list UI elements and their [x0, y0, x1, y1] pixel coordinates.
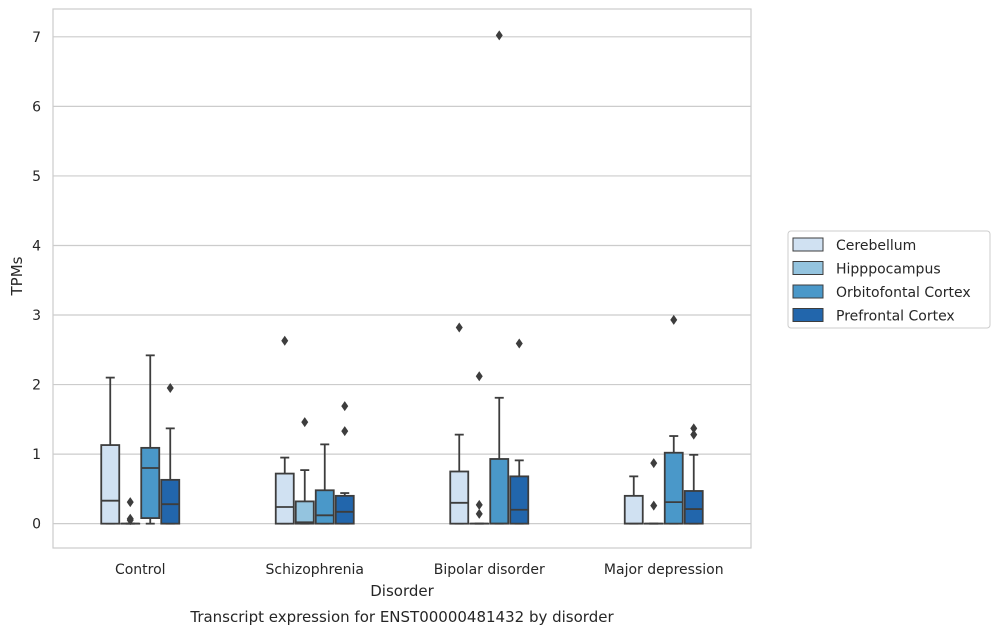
box-body — [274, 472, 295, 525]
plot-frame — [52, 8, 752, 549]
legend-swatch — [792, 237, 824, 252]
box-orbitofontal-cortex — [140, 354, 161, 525]
legend-label: Orbitofontal Cortex — [836, 285, 971, 301]
legend-swatch — [792, 261, 824, 275]
legend-frame — [787, 230, 991, 329]
box-cerebellum — [274, 335, 295, 525]
legend-label: Prefrontal Cortex — [836, 309, 955, 325]
box-body — [489, 458, 510, 525]
box-body — [314, 489, 335, 525]
box-body — [140, 446, 161, 519]
outlier-point — [650, 458, 658, 469]
outlier-point — [341, 401, 349, 412]
box-cerebellum — [449, 322, 470, 525]
outlier-point — [126, 497, 134, 508]
outlier-point — [166, 383, 174, 394]
box-body — [100, 444, 121, 525]
box-hipppocampus — [469, 371, 490, 525]
x-tick-label: Major depression — [604, 562, 724, 578]
outlier-point — [690, 429, 698, 440]
box-body — [663, 451, 684, 525]
outlier-point — [690, 423, 698, 434]
outlier-point — [126, 513, 134, 524]
outlier-point — [281, 335, 289, 346]
y-tick-labels: 0 1 2 3 4 5 6 7 — [32, 30, 41, 533]
outlier-point — [495, 30, 503, 41]
y-axis-label: TPMs — [8, 256, 26, 296]
box-hipppocampus — [643, 458, 664, 525]
outlier-point — [650, 500, 658, 511]
y-tick-label: 6 — [32, 99, 41, 115]
y-tick-label: 5 — [32, 169, 41, 185]
x-tick-label: Control — [115, 562, 166, 578]
box-prefrontal-cortex — [509, 338, 530, 525]
box-orbitofontal-cortex — [314, 443, 335, 525]
chart-caption: Transcript expression for ENST0000048143… — [189, 608, 614, 626]
box-body — [334, 494, 355, 525]
y-tick-label: 4 — [32, 238, 41, 254]
legend-swatch — [792, 284, 824, 299]
x-axis-label: Disorder — [370, 582, 434, 600]
box-body — [683, 490, 704, 525]
outlier-point — [515, 338, 523, 349]
box-prefrontal-cortex — [334, 401, 355, 525]
box-cerebellum — [100, 376, 121, 525]
outlier-point — [301, 417, 309, 428]
box-prefrontal-cortex — [683, 423, 704, 525]
legend-swatch — [792, 308, 824, 322]
outlier-point — [341, 426, 349, 437]
box-orbitofontal-cortex — [489, 30, 510, 525]
x-tick-label: Schizophrenia — [266, 562, 364, 578]
box-hipppocampus — [294, 417, 315, 525]
y-tick-label: 1 — [32, 447, 41, 463]
y-tick-label: 2 — [32, 378, 41, 394]
y-tick-label: 7 — [32, 30, 41, 46]
outlier-point — [455, 322, 463, 333]
outlier-point — [475, 508, 483, 519]
box-prefrontal-cortex — [160, 383, 181, 525]
outlier-point — [475, 371, 483, 382]
legend-label: Hipppocampus — [836, 262, 941, 278]
y-tick-label: 0 — [32, 517, 41, 533]
box-body — [160, 478, 181, 525]
box-orbitofontal-cortex — [663, 314, 684, 525]
outlier-point — [670, 314, 678, 325]
x-tick-labels: Control Schizophrenia Bipolar disorder Majo… — [115, 562, 724, 578]
legend-label: Cerebellum — [836, 238, 916, 254]
box-hipppocampus — [120, 497, 141, 526]
boxes — [100, 30, 704, 526]
legend: Cerebellum Hipppocampus Orbitofontal Corte… — [787, 230, 991, 329]
box-body — [449, 470, 470, 525]
box-cerebellum — [623, 475, 644, 525]
box-body — [623, 494, 644, 525]
y-tick-label: 3 — [32, 308, 41, 324]
x-tick-label: Bipolar disorder — [434, 562, 545, 578]
box-body — [509, 475, 530, 525]
box-body — [294, 500, 315, 525]
outlier-point — [475, 499, 483, 510]
